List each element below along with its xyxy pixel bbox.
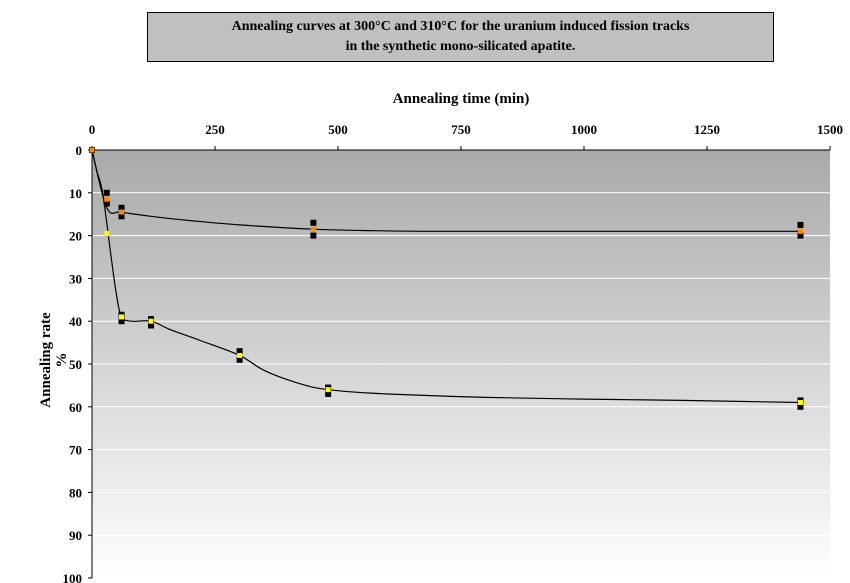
series-1-data-point [310, 219, 317, 226]
series-1-data-point [118, 204, 125, 211]
series-1-data-point [797, 232, 804, 239]
series-1-mean-point [89, 147, 95, 153]
x-tick-label: 250 [205, 122, 225, 137]
series-2-data-point [325, 390, 332, 397]
chart-title: Annealing curves at 300°C and 310°C for … [147, 12, 774, 62]
y-axis-label-line-2: % [54, 353, 70, 368]
y-tick-label: 10 [69, 186, 82, 201]
series-1-mean-point [104, 196, 110, 202]
series-1-data-point [797, 221, 804, 228]
series-2-mean-point [325, 387, 331, 393]
y-tick-label: 70 [69, 443, 82, 458]
x-tick-label: 500 [328, 122, 348, 137]
chart-title-line-1: Annealing curves at 300°C and 310°C for … [231, 19, 690, 34]
y-tick-label: 50 [69, 357, 82, 372]
series-2-mean-point [148, 318, 154, 324]
series-1-data-point [103, 200, 110, 207]
y-tick-label: 20 [69, 229, 82, 244]
series-2-data-point [236, 356, 243, 363]
x-tick-label: 0 [89, 122, 96, 137]
series-1-mean-point [310, 226, 316, 232]
series-1-data-point [310, 232, 317, 239]
series-2-mean-point [119, 314, 125, 320]
y-tick-label: 60 [69, 400, 82, 415]
y-tick-label: 0 [76, 143, 83, 158]
x-tick-label: 1000 [571, 122, 597, 137]
chart-title-line-2: in the synthetic mono-silicated apatite. [345, 39, 576, 54]
x-tick-label: 750 [451, 122, 471, 137]
y-tick-label: 80 [69, 485, 82, 500]
x-tick-label: 1250 [694, 122, 720, 137]
series-1-mean-point [119, 209, 125, 215]
y-axis-label-line-1: Annealing rate [38, 312, 54, 408]
series-1-data-point [103, 189, 110, 196]
series-2-data-point [797, 403, 804, 410]
y-tick-label: 90 [69, 528, 82, 543]
series-2-data-point [236, 348, 243, 355]
series-1-mean-point [797, 228, 803, 234]
series-2-mean-point [237, 352, 243, 358]
series-2-data-point [148, 322, 155, 329]
series-2-data-point [118, 318, 125, 325]
y-tick-label: 40 [69, 314, 82, 329]
series-2-mean-point [797, 400, 803, 406]
y-tick-label: 30 [69, 271, 82, 286]
series-1-data-point [118, 213, 125, 220]
series-2-mean-point [104, 230, 110, 236]
x-tick-label: 1500 [817, 122, 843, 137]
y-tick-label: 100 [63, 571, 83, 583]
x-axis-label: Annealing time (min) [393, 91, 530, 107]
